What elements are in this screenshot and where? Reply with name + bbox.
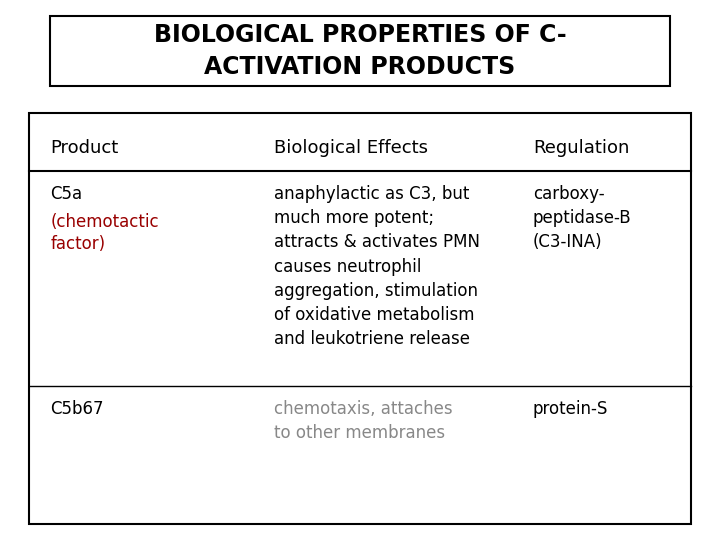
Text: protein-S: protein-S bbox=[533, 400, 608, 417]
FancyBboxPatch shape bbox=[50, 16, 670, 86]
Text: Product: Product bbox=[50, 139, 119, 158]
Text: Regulation: Regulation bbox=[533, 139, 629, 158]
Text: C5a: C5a bbox=[50, 185, 83, 202]
Text: C5b67: C5b67 bbox=[50, 400, 104, 417]
Text: ACTIVATION PRODUCTS: ACTIVATION PRODUCTS bbox=[204, 56, 516, 79]
Text: Biological Effects: Biological Effects bbox=[274, 139, 428, 158]
Text: BIOLOGICAL PROPERTIES OF C-: BIOLOGICAL PROPERTIES OF C- bbox=[153, 23, 567, 47]
Text: anaphylactic as C3, but
much more potent;
attracts & activates PMN
causes neutro: anaphylactic as C3, but much more potent… bbox=[274, 185, 480, 348]
FancyBboxPatch shape bbox=[29, 113, 691, 524]
Text: (chemotactic
factor): (chemotactic factor) bbox=[50, 213, 159, 253]
Text: carboxy-
peptidase-B
(C3-INA): carboxy- peptidase-B (C3-INA) bbox=[533, 185, 631, 251]
Text: chemotaxis, attaches
to other membranes: chemotaxis, attaches to other membranes bbox=[274, 400, 452, 442]
